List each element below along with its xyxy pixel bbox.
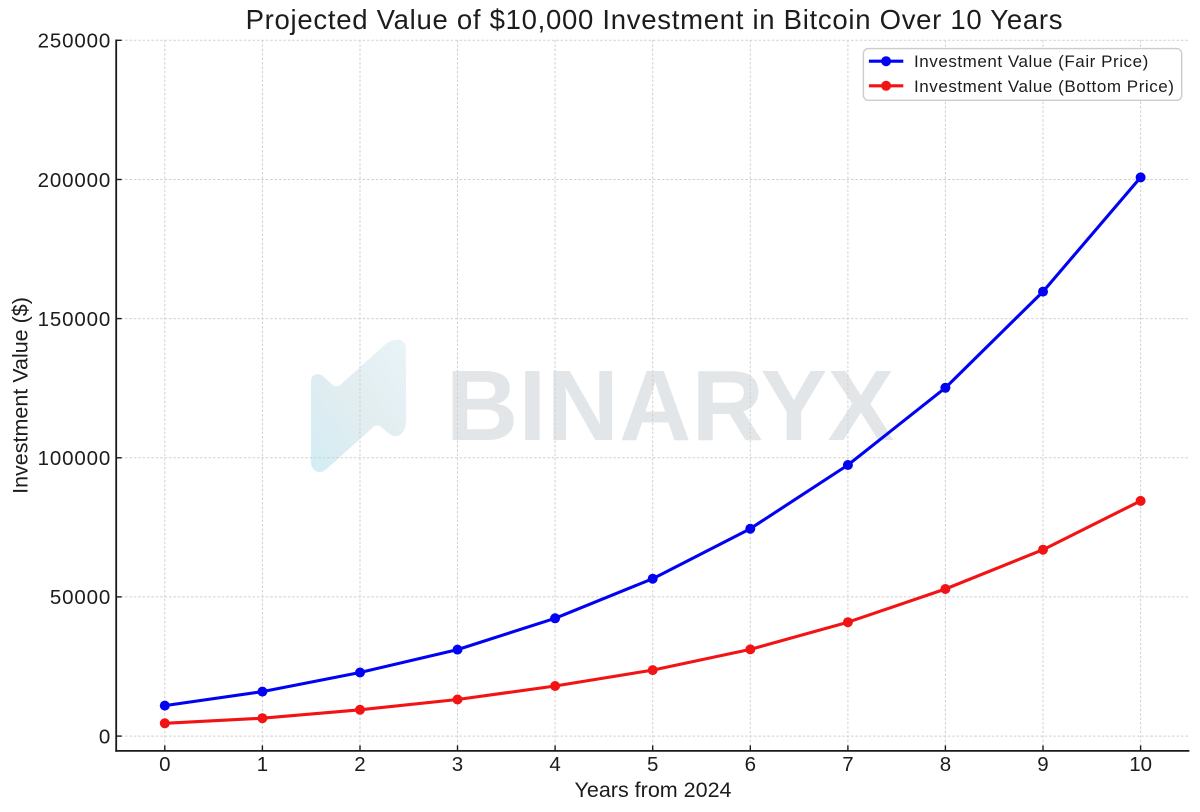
svg-text:100000: 100000 [38,447,112,470]
svg-text:BINARYX: BINARYX [446,350,894,462]
svg-text:9: 9 [1037,753,1048,776]
svg-text:Investment Value (Fair Price): Investment Value (Fair Price) [914,52,1149,71]
svg-text:2: 2 [354,753,365,776]
svg-text:50000: 50000 [50,586,111,609]
svg-text:7: 7 [842,753,853,776]
svg-text:8: 8 [940,753,951,776]
svg-text:4: 4 [549,753,560,776]
svg-text:Investment Value ($): Investment Value ($) [9,297,33,494]
svg-text:200000: 200000 [38,169,112,192]
svg-text:6: 6 [745,753,756,776]
svg-text:3: 3 [452,753,463,776]
svg-text:Projected Value of $10,000 Inv: Projected Value of $10,000 Investment in… [246,4,1064,35]
svg-text:10: 10 [1129,753,1152,776]
svg-text:5: 5 [647,753,658,776]
svg-text:0: 0 [159,753,170,776]
svg-text:Years from 2024: Years from 2024 [575,778,732,802]
svg-text:150000: 150000 [38,308,112,331]
svg-text:1: 1 [257,753,268,776]
svg-text:0: 0 [99,725,111,748]
svg-text:Investment Value (Bottom Price: Investment Value (Bottom Price) [914,77,1175,96]
svg-text:250000: 250000 [38,30,112,53]
